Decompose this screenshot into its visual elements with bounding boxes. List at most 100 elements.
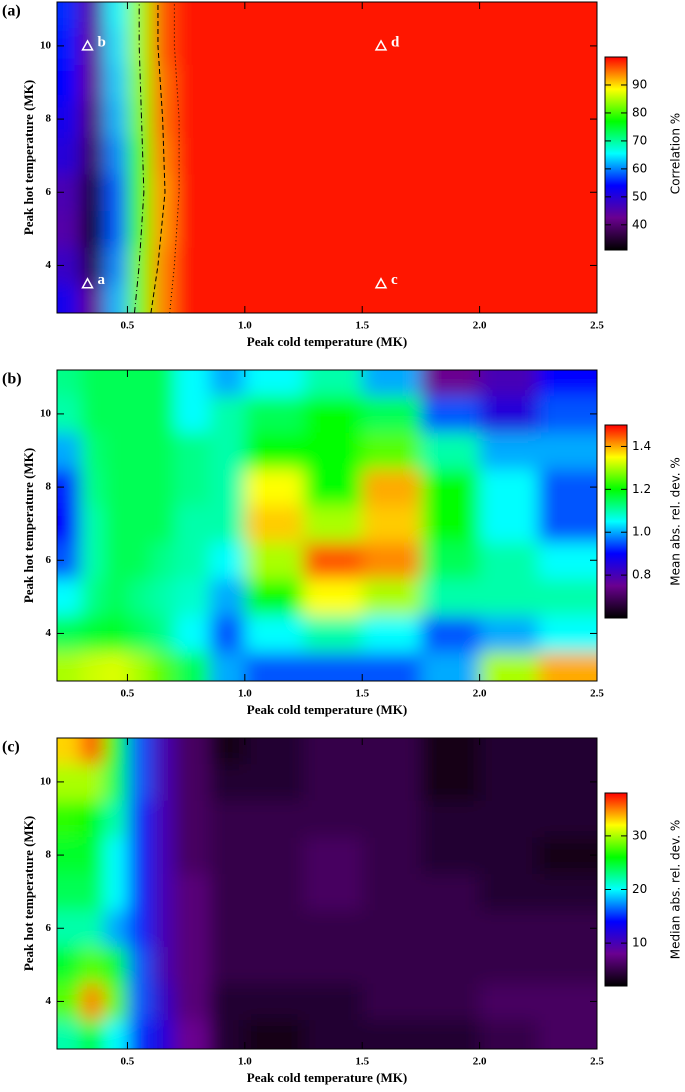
heatmap-cell: [303, 247, 363, 285]
y-tick-label: 10: [40, 407, 52, 419]
heatmap-cell: [244, 763, 305, 801]
heatmap-cell: [150, 2, 175, 29]
heatmap-cell: [362, 946, 422, 984]
heatmap-cell: [127, 100, 152, 138]
heatmap-cell: [303, 173, 363, 212]
heatmap-cell: [127, 983, 152, 1021]
heatmap-cell: [80, 137, 105, 175]
heatmap-cell: [57, 2, 81, 29]
heatmap-cell: [127, 210, 152, 248]
heatmap-cell: [538, 283, 597, 313]
heatmap-cell: [244, 395, 305, 433]
heatmap-cell: [150, 800, 175, 838]
colorbar-tick-label: 90: [632, 77, 647, 91]
plot-area: [57, 738, 597, 1049]
heatmap-cell: [244, 909, 305, 948]
heatmap-cell: [244, 137, 305, 175]
x-axis-title: Peak cold temperature (MK): [247, 702, 407, 717]
heatmap-cell: [244, 873, 305, 911]
heatmap-cell: [538, 27, 597, 65]
heatmap-cell: [538, 800, 597, 838]
heatmap-cell: [420, 247, 481, 285]
colorbar-title: Mean abs. rel. dev. %: [669, 457, 683, 586]
heatmap-cell: [538, 651, 597, 681]
heatmap-cell: [479, 1019, 539, 1049]
heatmap-cell: [362, 370, 422, 397]
heatmap-cell: [127, 370, 152, 397]
heatmap-cell: [479, 763, 539, 801]
heatmap-cell: [209, 578, 246, 616]
heatmap-cell: [538, 873, 597, 911]
colorbar-tick-label: 1.4: [632, 439, 651, 453]
heatmap-cell: [362, 615, 422, 653]
x-tick-label: 0.5: [121, 320, 135, 332]
heatmap-cell: [150, 210, 175, 248]
heatmap-cell: [103, 283, 128, 313]
heatmap-cell: [127, 541, 152, 580]
heatmap-cell: [538, 370, 597, 397]
heatmap-cell: [479, 836, 539, 874]
heatmap-cell: [209, 763, 246, 801]
heatmap-cell: [57, 370, 81, 397]
heatmap-cell: [479, 873, 539, 911]
x-tick-label: 2.0: [473, 688, 487, 700]
heatmap-cell: [244, 100, 305, 138]
heatmap-cell: [57, 763, 81, 801]
heatmap-cell: [362, 27, 422, 65]
heatmap-cell: [538, 738, 597, 765]
heatmap-cell: [127, 800, 152, 838]
y-tick-label: 8: [46, 849, 52, 861]
y-tick-label: 8: [46, 481, 52, 493]
heatmap-cell: [303, 370, 363, 397]
heatmap-cell: [103, 763, 128, 801]
heatmap-cell: [209, 1019, 246, 1049]
heatmap-cell: [479, 283, 539, 313]
heatmap-cell: [362, 505, 422, 543]
heatmap-cell: [103, 800, 128, 838]
heatmap-cell: [420, 137, 481, 175]
x-tick-label: 2.0: [473, 320, 487, 332]
x-tick-label: 2.5: [590, 688, 604, 700]
heatmap-cell: [362, 738, 422, 765]
heatmap-cell: [103, 541, 128, 580]
heatmap-cell: [127, 137, 152, 175]
heatmap-cell: [150, 468, 175, 506]
heatmap-cell: [479, 578, 539, 616]
heatmap-cell: [244, 370, 305, 397]
heatmap-cell: [174, 468, 211, 506]
heatmap-cell: [244, 1019, 305, 1049]
colorbar-tick-label: 70: [632, 133, 647, 147]
heatmap-cell: [150, 173, 175, 212]
colorbar-tick-label: 80: [632, 105, 647, 119]
heatmap-cell: [209, 836, 246, 874]
heatmap-cell: [362, 432, 422, 470]
heatmap-cell: [174, 541, 211, 580]
heatmap-cell: [57, 247, 81, 285]
heatmap-cell: [127, 909, 152, 948]
heatmap-cell: [420, 395, 481, 433]
heatmap-cell: [57, 651, 81, 681]
heatmap-cell: [303, 505, 363, 543]
x-tick-label: 1.0: [238, 1056, 252, 1068]
marker-triangle: [81, 277, 94, 289]
heatmap-cell: [103, 2, 128, 29]
heatmap-cell: [209, 100, 246, 138]
heatmap-cell: [103, 651, 128, 681]
plot-area: [57, 370, 597, 681]
heatmap-cell: [57, 946, 81, 984]
heatmap-cell: [538, 615, 597, 653]
heatmap-cell: [479, 432, 539, 470]
heatmap: [57, 370, 597, 681]
heatmap-cell: [150, 395, 175, 433]
heatmap-cell: [420, 541, 481, 580]
y-tick-label: 4: [46, 627, 52, 639]
heatmap-cell: [57, 836, 81, 874]
heatmap-cell: [303, 578, 363, 616]
x-tick-label: 2.0: [473, 1056, 487, 1068]
marker-label: a: [98, 272, 106, 288]
heatmap-cell: [303, 210, 363, 248]
heatmap-cell: [420, 873, 481, 911]
y-tick-label: 10: [40, 775, 52, 787]
heatmap-cell: [80, 27, 105, 65]
heatmap-cell: [174, 210, 211, 248]
